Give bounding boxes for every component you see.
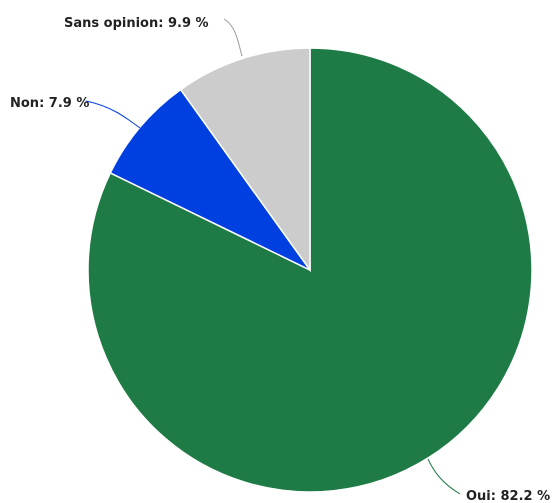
- slice-oui: [87, 47, 533, 493]
- slice-non: [109, 88, 311, 271]
- slice-label-oui: Oui: 82.2 %: [466, 489, 550, 503]
- connector-non: [85, 100, 141, 129]
- slice-label-non: Non: 7.9 %: [10, 96, 89, 111]
- connector-oui: [427, 458, 461, 495]
- label-connectors: [85, 18, 461, 495]
- slice-label-sans-opinion: Sans opinion: 9.9 %: [64, 16, 209, 31]
- connector-sans-opinion: [223, 18, 243, 57]
- slice-sans-opinion: [179, 47, 311, 273]
- pie-slices: [87, 47, 533, 493]
